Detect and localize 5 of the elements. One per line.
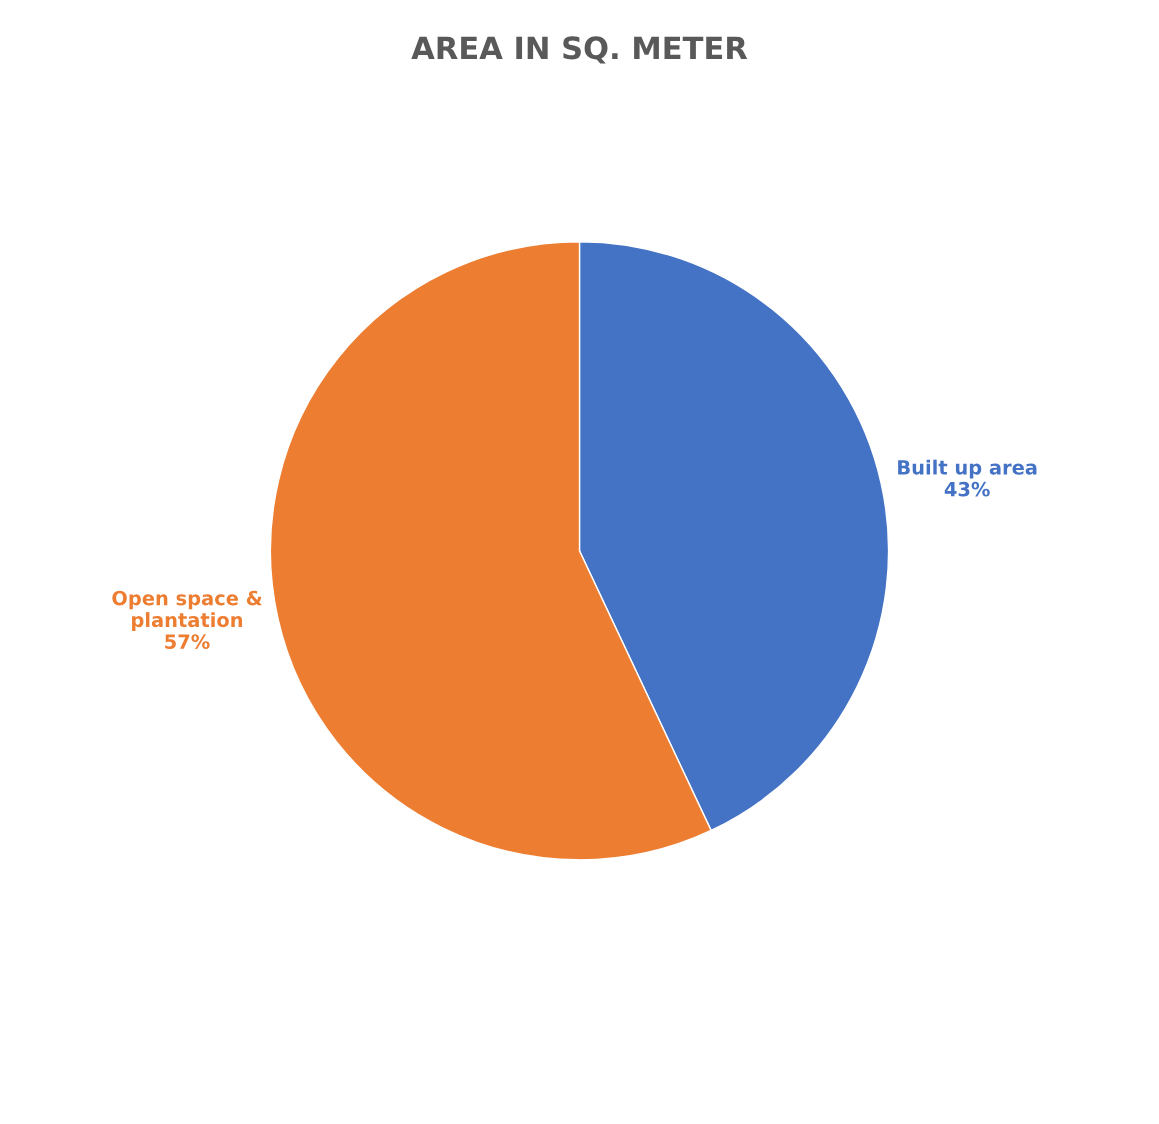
data-label: 43%	[944, 481, 990, 497]
chart-title: AREA IN SQ. METER	[411, 36, 748, 64]
slice-label: Open space & plantation	[112, 590, 262, 631]
slice-label: Built up area	[898, 459, 1037, 479]
data-label: 57%	[165, 634, 210, 649]
